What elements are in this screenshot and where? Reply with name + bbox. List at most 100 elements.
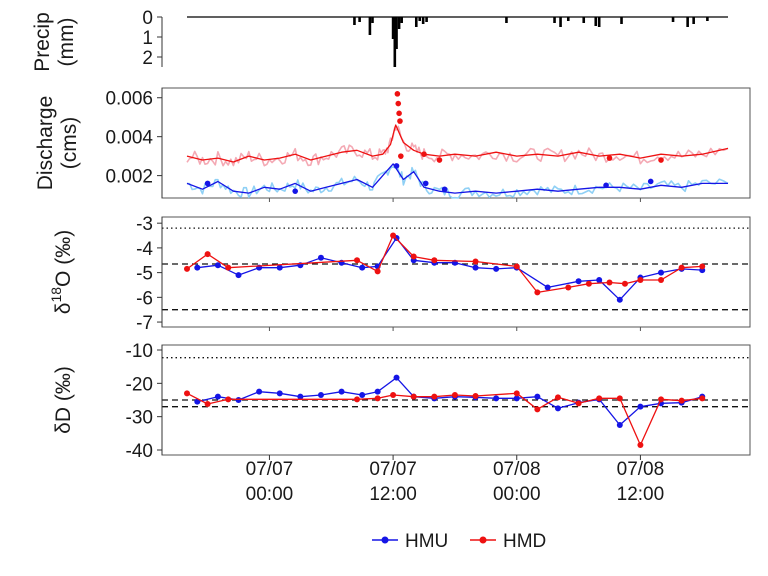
sample-point-hmu bbox=[422, 180, 429, 187]
data-point-hmd bbox=[184, 390, 190, 397]
data-point-hmu bbox=[374, 388, 381, 395]
data-point-hmu bbox=[534, 393, 541, 400]
sample-point-hmd bbox=[396, 110, 402, 117]
precip-bar bbox=[368, 17, 372, 35]
precip-bar bbox=[686, 17, 689, 27]
legend-swatch-point-hmd bbox=[479, 536, 487, 544]
data-point-hmu bbox=[235, 272, 242, 279]
data-point-hmd bbox=[678, 264, 685, 271]
data-point-hmu bbox=[276, 264, 283, 271]
y-tick-label: 2 bbox=[142, 48, 153, 69]
data-point-hmu bbox=[596, 277, 603, 284]
precip-bar bbox=[597, 17, 601, 27]
data-point-hmu bbox=[297, 393, 304, 400]
y-tick-label: -10 bbox=[126, 341, 153, 362]
data-point-hmd bbox=[431, 393, 438, 400]
data-point-hmd bbox=[699, 395, 706, 402]
x-tick-label-time: 00:00 bbox=[493, 484, 541, 505]
sample-point-hmu bbox=[647, 178, 654, 185]
data-point-hmu bbox=[317, 392, 324, 398]
data-point-hmu bbox=[637, 403, 644, 410]
data-point-hmd bbox=[225, 264, 232, 271]
y-tick-label: 0.006 bbox=[105, 89, 153, 110]
precip-bar bbox=[393, 17, 397, 67]
y-axis-title: δ18O (‰) bbox=[48, 230, 75, 314]
data-point-hmu bbox=[575, 278, 582, 285]
data-point-hmd bbox=[410, 393, 417, 400]
data-point-hmu bbox=[616, 422, 623, 428]
sample-point-hmu bbox=[393, 163, 400, 169]
sample-point-hmd bbox=[436, 157, 443, 163]
legend: HMU HMD bbox=[372, 531, 546, 552]
data-point-hmd bbox=[596, 395, 603, 402]
data-point-hmd bbox=[374, 395, 381, 402]
data-point-hmu bbox=[513, 395, 520, 402]
data-point-hmu bbox=[544, 284, 551, 291]
data-point-hmu bbox=[235, 397, 242, 403]
precip-bar bbox=[395, 17, 398, 49]
y-axis-title-delta: δ bbox=[52, 422, 75, 434]
smoothed-discharge-line-hmd bbox=[186, 124, 729, 163]
data-point-hmd bbox=[390, 232, 397, 239]
data-point-hmd bbox=[184, 265, 190, 272]
data-point-hmu bbox=[616, 296, 623, 303]
data-point-hmd bbox=[678, 397, 685, 404]
precip-bar bbox=[553, 17, 556, 23]
precip-bar bbox=[559, 17, 562, 27]
data-point-hmd bbox=[451, 392, 458, 398]
sample-point-hmd bbox=[395, 100, 402, 107]
data-point-hmd bbox=[565, 284, 572, 291]
dD-panel: -10 -20 -30 -40 δD (‰) bbox=[52, 341, 751, 462]
data-point-hmu bbox=[214, 393, 221, 400]
data-point-hmu bbox=[493, 265, 500, 272]
x-tick-label-time: 00:00 bbox=[246, 484, 294, 505]
smoothed-discharge-line-hmu bbox=[186, 163, 728, 194]
precip-bar bbox=[566, 17, 570, 21]
y-tick-label: -5 bbox=[136, 264, 153, 285]
data-point-hmd bbox=[410, 253, 417, 260]
precip-bar bbox=[421, 17, 425, 24]
data-point-hmu bbox=[658, 269, 665, 276]
data-point-hmu bbox=[393, 374, 400, 381]
y-tick-label: -3 bbox=[136, 214, 153, 235]
panel-frame bbox=[161, 216, 751, 328]
sample-point-hmd bbox=[606, 155, 613, 161]
data-point-hmd bbox=[621, 280, 628, 287]
precip-bar bbox=[671, 17, 675, 22]
data-point-hmu bbox=[472, 264, 479, 271]
precip-bar bbox=[692, 17, 695, 24]
y-axis-title-delta: δ bbox=[52, 303, 75, 315]
y-axis-title-main: O (‰) bbox=[52, 230, 75, 287]
precip-bar bbox=[353, 17, 356, 25]
y-axis-title-line: Precip bbox=[31, 12, 54, 72]
x-tick-label-date: 07/08 bbox=[493, 459, 541, 480]
data-point-hmd bbox=[374, 268, 381, 275]
data-point-hmd bbox=[513, 390, 520, 397]
data-point-hmd bbox=[554, 394, 561, 401]
y-tick-label: 0.002 bbox=[105, 167, 153, 188]
sample-point-hmd bbox=[394, 91, 401, 97]
precip-bar bbox=[706, 17, 709, 21]
precip-bar bbox=[505, 17, 508, 23]
sample-point-hmd bbox=[398, 153, 404, 159]
data-point-hmu bbox=[554, 405, 561, 412]
data-point-hmd bbox=[534, 289, 541, 296]
y-tick-label: -7 bbox=[136, 313, 153, 334]
data-point-hmd bbox=[606, 279, 613, 286]
sample-point-hmu bbox=[441, 186, 448, 193]
data-point-hmd bbox=[204, 401, 211, 407]
data-point-hmu bbox=[276, 390, 283, 397]
sample-point-hmd bbox=[421, 151, 427, 157]
data-point-hmu bbox=[338, 388, 345, 395]
y-axis-title: δD (‰) bbox=[52, 366, 75, 434]
x-tick-label-time: 12:00 bbox=[617, 484, 665, 505]
time-axis: 07/07 00:00 07/07 12:00 07/08 00:00 07/08 12:00 bbox=[246, 198, 665, 505]
sample-point-hmd bbox=[658, 157, 664, 163]
y-axis-title-superscript: 18 bbox=[48, 287, 64, 303]
data-point-hmd bbox=[575, 400, 582, 407]
y-tick-label: -6 bbox=[136, 288, 153, 309]
x-tick-label-date: 07/07 bbox=[246, 459, 294, 480]
data-point-hmd bbox=[390, 392, 397, 398]
y-axis-title-main: D (‰) bbox=[52, 366, 75, 422]
x-tick-label-date: 07/08 bbox=[617, 459, 665, 480]
